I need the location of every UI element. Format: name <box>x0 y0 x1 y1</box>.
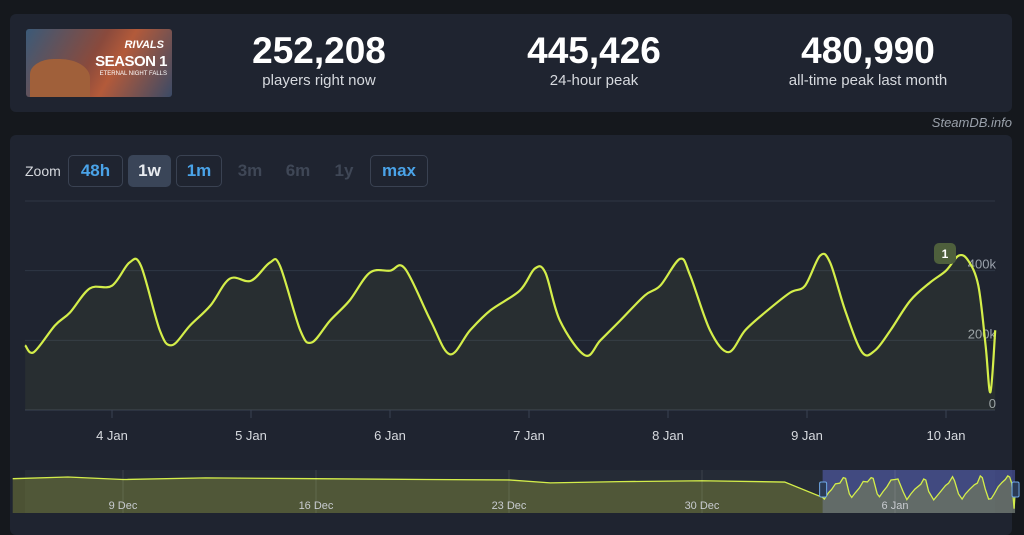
series-line <box>24 252 997 394</box>
steamdb-credit[interactable]: SteamDB.info <box>931 115 1012 130</box>
banner-logo: RIVALS <box>124 39 164 51</box>
zoom-button-1y: 1y <box>334 161 354 180</box>
x-tick-label: 4 Jan <box>96 428 128 443</box>
stats-card: RIVALS SEASON 1 ETERNAL NIGHT FALLS 252,… <box>10 14 1012 112</box>
annotation-label: 1 <box>942 247 949 261</box>
navigator-line <box>12 474 1016 509</box>
series-area <box>25 253 996 410</box>
navigator-handle-right[interactable] <box>1011 481 1020 498</box>
x-tick-label: 7 Jan <box>513 428 545 443</box>
navigator-tick-label: 9 Dec <box>109 500 138 512</box>
stat-current-players: 252,208 players right now <box>252 30 386 89</box>
navigator-handle-left[interactable] <box>819 481 828 498</box>
zoom-button-1w[interactable]: 1w <box>128 155 171 187</box>
zoom-label: Zoom <box>25 163 61 179</box>
game-banner[interactable]: RIVALS SEASON 1 ETERNAL NIGHT FALLS <box>26 29 172 97</box>
zoom-button-48h[interactable]: 48h <box>68 155 123 187</box>
stat-24h-peak: 445,426 24-hour peak <box>527 30 661 89</box>
y-tick-label: 200k <box>968 326 997 341</box>
banner-character <box>30 59 90 97</box>
navigator-selection <box>822 470 1016 513</box>
annotation-box <box>934 243 956 264</box>
navigator-tick-label: 16 Dec <box>299 500 334 512</box>
y-tick-label: 400k <box>968 257 997 272</box>
banner-season: SEASON 1 <box>95 53 167 70</box>
x-tick-label: 8 Jan <box>652 428 684 443</box>
chart-card <box>10 135 1012 535</box>
zoom-button-max[interactable]: max <box>370 155 428 187</box>
navigator-tick-label: 23 Dec <box>492 500 527 512</box>
zoom-button-3m: 3m <box>237 161 263 180</box>
y-tick-label: 0 <box>989 396 996 411</box>
zoom-button-1m[interactable]: 1m <box>176 155 222 187</box>
navigator-tick-label: 6 Jan <box>882 500 909 512</box>
zoom-button-6m: 6m <box>285 161 311 180</box>
x-tick-label: 5 Jan <box>235 428 267 443</box>
x-tick-label: 9 Jan <box>791 428 823 443</box>
x-tick-label: 6 Jan <box>374 428 406 443</box>
x-tick-label: 10 Jan <box>926 428 965 443</box>
stat-alltime-peak: 480,990 all-time peak last month <box>788 30 948 89</box>
navigator-tick-label: 30 Dec <box>685 500 720 512</box>
banner-subtitle: ETERNAL NIGHT FALLS <box>99 71 167 77</box>
navigator-area <box>12 475 1016 513</box>
annotation-flag[interactable]: 1 <box>934 243 956 264</box>
